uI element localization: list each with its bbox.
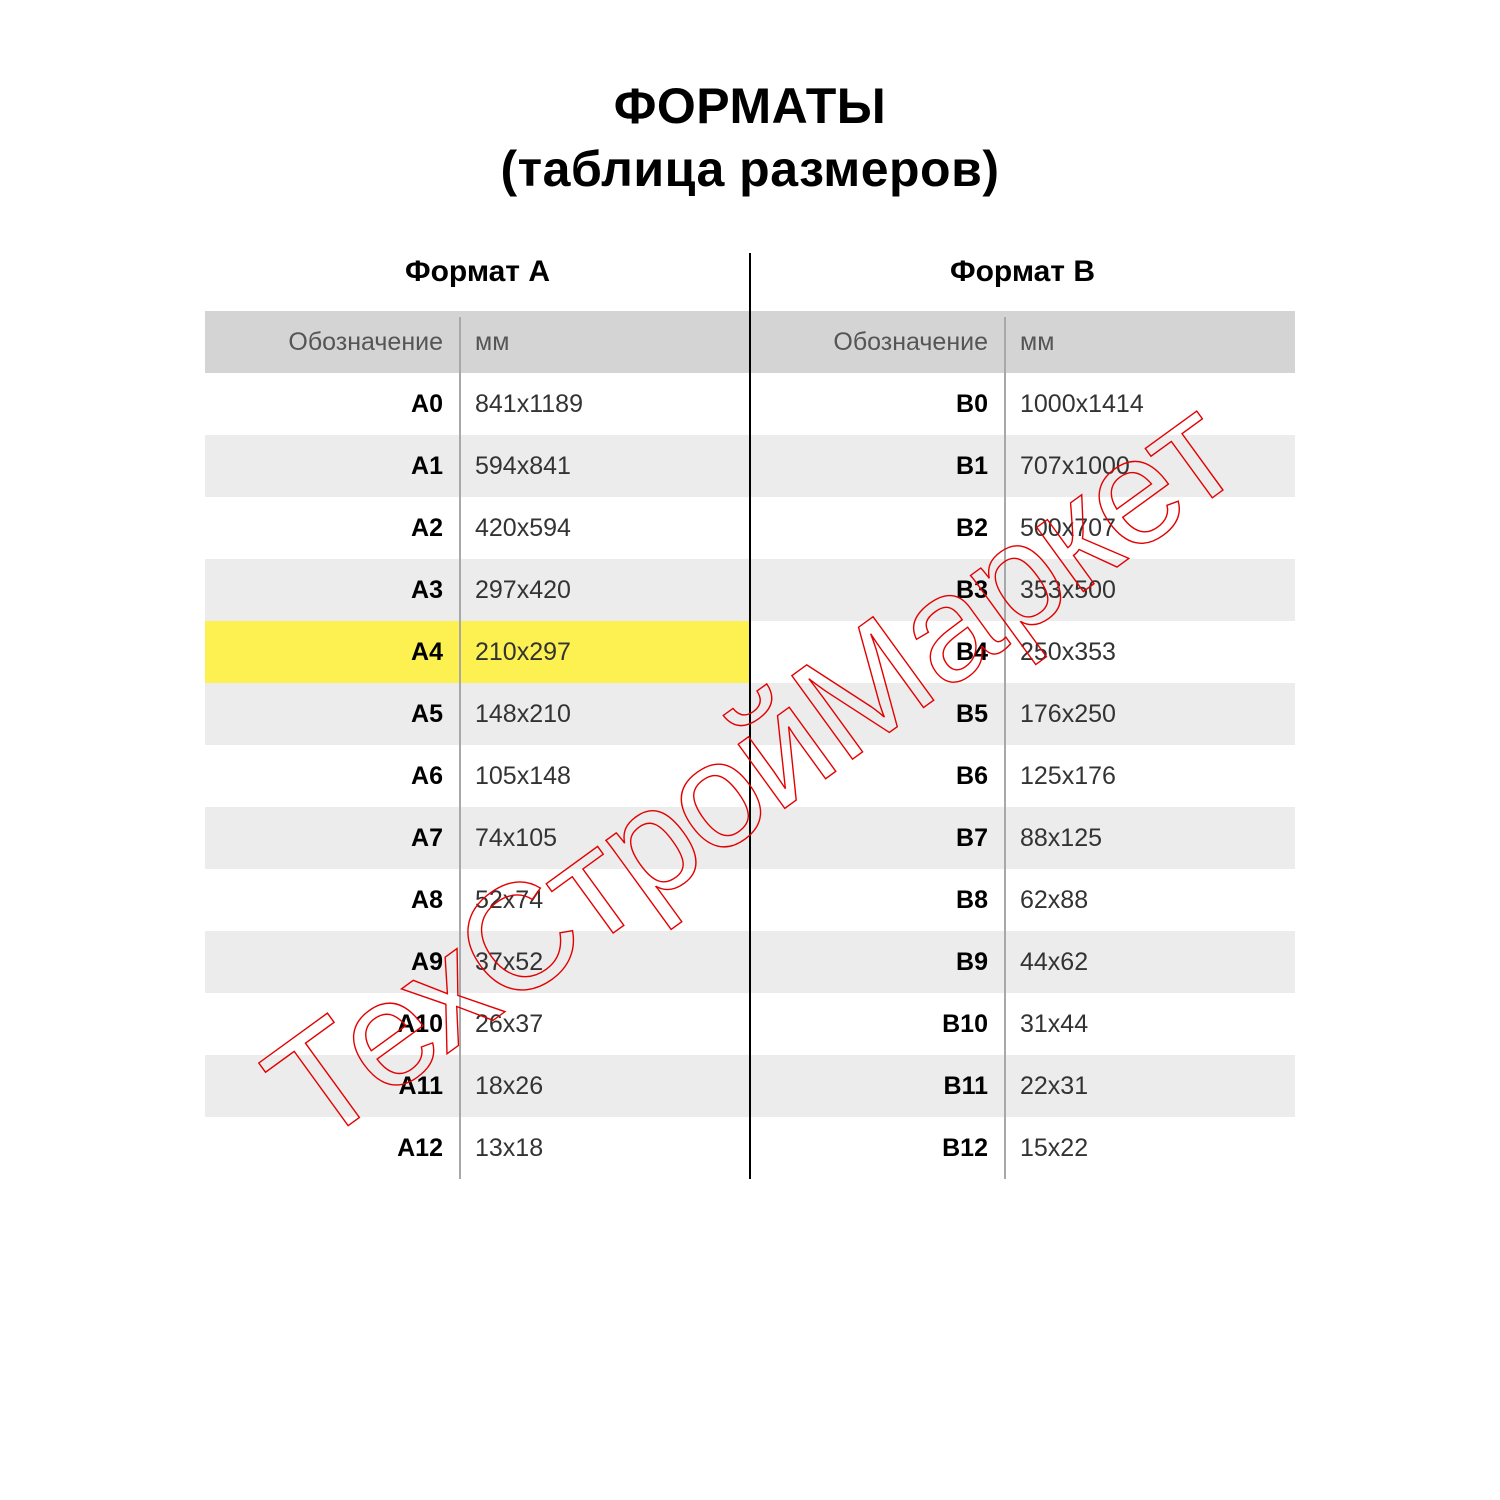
cell-designation-a: A7 [205,824,459,853]
column-separator-a [459,317,461,1179]
cell-designation-b: B10 [750,1010,1004,1039]
cell-designation-b: B0 [750,390,1004,419]
cell-designation-b: B12 [750,1134,1004,1163]
cell-designation-a: A1 [205,452,459,481]
cell-mm-a: 210x297 [459,638,750,667]
cell-designation-a: A11 [205,1072,459,1101]
cell-mm-b: 15x22 [1004,1134,1295,1163]
col-header-designation-a: Обозначение [205,328,459,357]
cell-mm-b: 44x62 [1004,948,1295,977]
cell-mm-a: 37x52 [459,948,750,977]
cell-designation-b: B3 [750,576,1004,605]
cell-designation-b: B4 [750,638,1004,667]
center-divider [749,253,751,1179]
cell-mm-a: 52x74 [459,886,750,915]
cell-designation-b: B7 [750,824,1004,853]
cell-mm-a: 594x841 [459,452,750,481]
cell-mm-b: 22x31 [1004,1072,1295,1101]
cell-mm-a: 105x148 [459,762,750,791]
col-header-mm-a: мм [459,328,750,357]
cell-designation-b: B1 [750,452,1004,481]
cell-mm-b: 31x44 [1004,1010,1295,1039]
cell-designation-a: A4 [205,638,459,667]
cell-designation-a: A5 [205,700,459,729]
cell-designation-a: A12 [205,1134,459,1163]
cell-mm-b: 353x500 [1004,576,1295,605]
title-line-1: ФОРМАТЫ [0,75,1500,138]
cell-designation-b: B8 [750,886,1004,915]
title-line-2: (таблица размеров) [0,138,1500,201]
cell-designation-a: A0 [205,390,459,419]
cell-mm-b: 1000x1414 [1004,390,1295,419]
cell-designation-a: A6 [205,762,459,791]
cell-mm-a: 420x594 [459,514,750,543]
cell-mm-a: 13x18 [459,1134,750,1163]
page-title: ФОРМАТЫ (таблица размеров) [0,75,1500,200]
subheader-format-b: Формат В [750,255,1295,289]
cell-designation-a: A3 [205,576,459,605]
cell-mm-a: 841x1189 [459,390,750,419]
formats-table: Формат А Формат В Обозначение мм Обознач… [205,255,1295,1179]
cell-designation-a: A10 [205,1010,459,1039]
cell-designation-b: B2 [750,514,1004,543]
cell-mm-a: 26x37 [459,1010,750,1039]
cell-designation-b: B9 [750,948,1004,977]
cell-mm-a: 74x105 [459,824,750,853]
cell-designation-b: B11 [750,1072,1004,1101]
cell-designation-a: A2 [205,514,459,543]
cell-designation-a: A9 [205,948,459,977]
col-header-designation-b: Обозначение [750,328,1004,357]
cell-mm-b: 250x353 [1004,638,1295,667]
col-header-mm-b: мм [1004,328,1295,357]
cell-mm-a: 297x420 [459,576,750,605]
column-separator-b [1004,317,1006,1179]
cell-mm-b: 88x125 [1004,824,1295,853]
cell-mm-a: 148x210 [459,700,750,729]
cell-mm-b: 500x707 [1004,514,1295,543]
cell-mm-b: 707x1000 [1004,452,1295,481]
cell-designation-b: B5 [750,700,1004,729]
cell-mm-a: 18x26 [459,1072,750,1101]
cell-designation-b: B6 [750,762,1004,791]
subheader-format-a: Формат А [205,255,750,289]
cell-mm-b: 62x88 [1004,886,1295,915]
cell-mm-b: 176x250 [1004,700,1295,729]
table-row: A4 210x297 B4 250x353 [205,621,1295,683]
cell-mm-b: 125x176 [1004,762,1295,791]
cell-designation-a: A8 [205,886,459,915]
